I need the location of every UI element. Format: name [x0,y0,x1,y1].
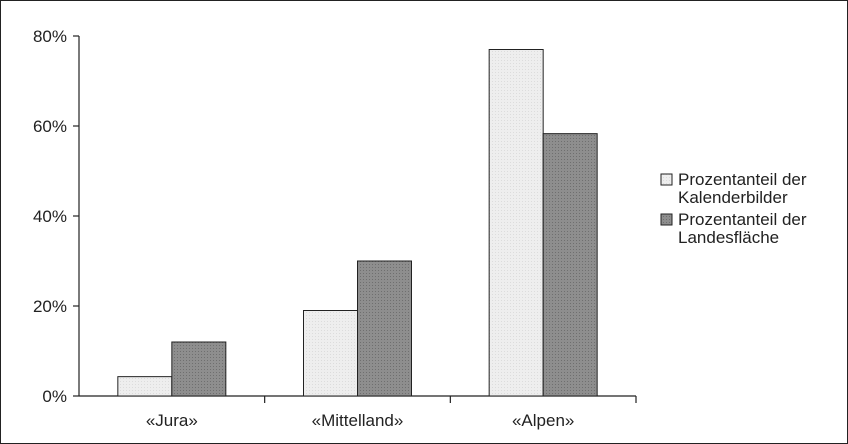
legend: Prozentanteil derKalenderbilderProzentan… [660,170,807,247]
bar-landesflaeche [171,341,227,397]
legend-label: Prozentanteil der [678,210,807,229]
bar-kalenderbilder [488,49,544,397]
legend-swatch [660,213,673,226]
plot-area: 0% 20% 40% 60% 80% «Jura» «Mittelland» «Alpen» [33,27,637,430]
x-tick-label: «Mittelland» [312,411,404,430]
bar-landesflaeche [357,260,412,397]
x-tick-label: «Alpen» [512,411,574,430]
y-tick-label: 0% [42,387,67,406]
bar-kalenderbilder [303,310,358,397]
y-tick-label: 80% [33,27,67,46]
legend-label: Landesfläche [678,228,779,247]
legend-swatch [660,173,673,186]
bar-landesflaeche [542,133,598,397]
y-tick-label: 60% [33,117,67,136]
y-tick-label: 40% [33,207,67,226]
bar-kalenderbilder [117,376,173,397]
legend-label: Prozentanteil der [678,170,807,189]
y-tick-label: 20% [33,297,67,316]
x-tick-label: «Jura» [146,411,198,430]
legend-label: Kalenderbilder [678,188,788,207]
